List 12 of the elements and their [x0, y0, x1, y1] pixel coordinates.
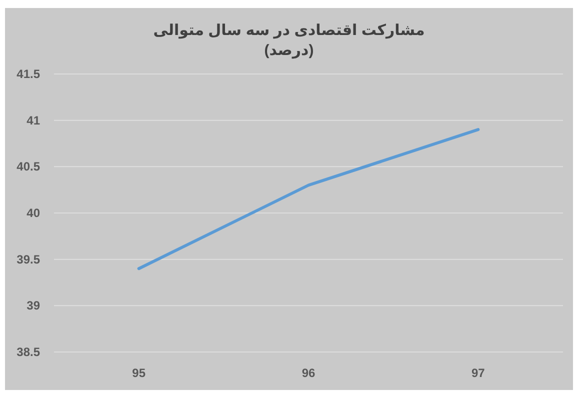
y-tick-label: 41.5	[16, 67, 40, 81]
y-tick-label: 40.5	[16, 160, 40, 174]
x-tick-label: 96	[302, 366, 316, 380]
y-tick-label: 40	[26, 206, 40, 220]
y-tick-label: 41	[26, 113, 40, 128]
x-tick-label: 97	[471, 366, 486, 380]
x-tick-label: 95	[132, 366, 146, 380]
y-tick-label: 39.5	[16, 252, 40, 266]
y-tick-label: 39	[26, 298, 40, 313]
y-tick-label: 38.5	[16, 345, 40, 359]
chart-subtitle: (درصد)	[264, 42, 314, 59]
chart-title: مشارکت اقتصادی در سه سال متوالی	[153, 22, 425, 39]
